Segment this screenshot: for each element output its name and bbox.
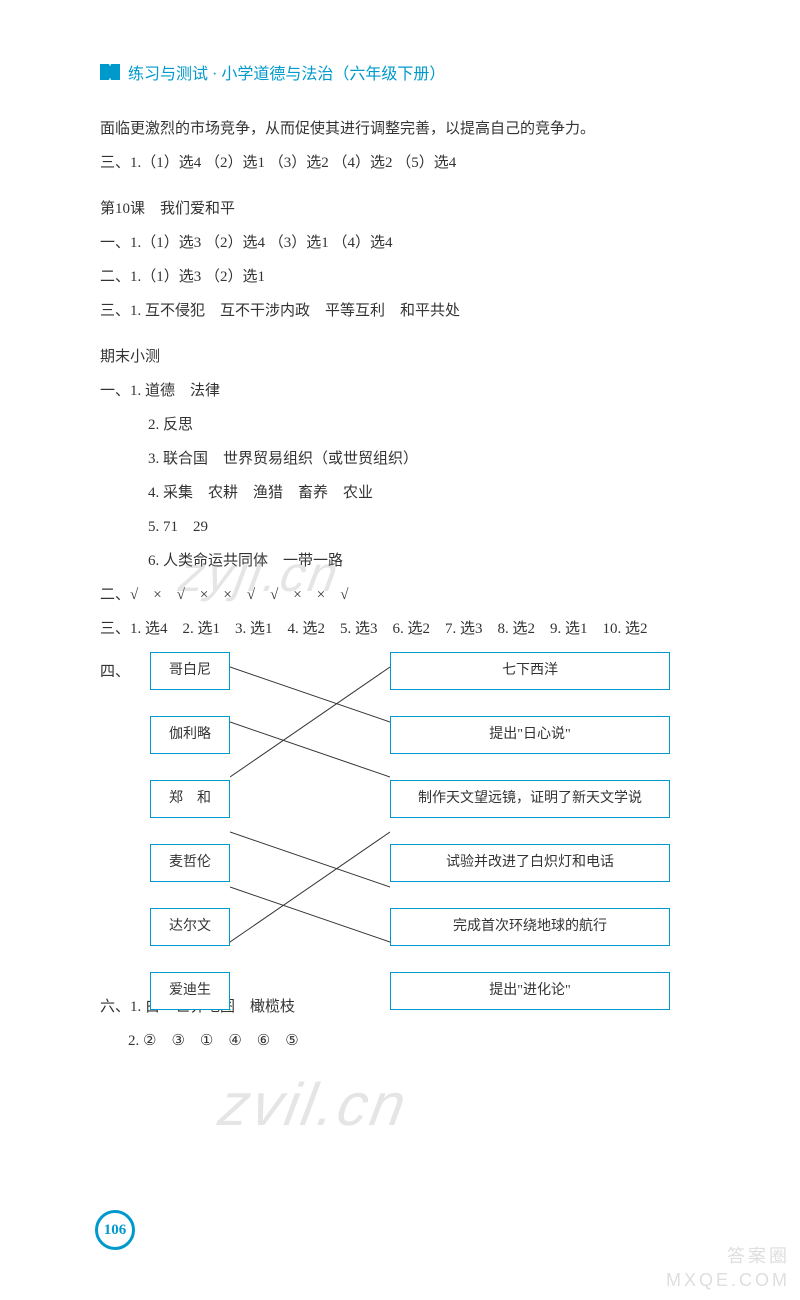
yi-6: 6. 人类命运共同体 一带一路	[100, 546, 710, 576]
er-line: 二、√ × √ × × √ √ × × √	[100, 580, 710, 610]
lesson10-title: 第10课 我们爱和平	[100, 194, 710, 224]
left-match-box: 郑 和	[150, 780, 230, 818]
left-match-box: 麦哲伦	[150, 844, 230, 882]
yi-2: 2. 反思	[100, 410, 710, 440]
intro-paragraph: 面临更激烈的市场竞争，从而促使其进行调整完善，以提高自己的竞争力。	[100, 114, 710, 144]
yi-label: 一、	[100, 383, 130, 399]
content-body: 面临更激烈的市场竞争，从而促使其进行调整完善，以提高自己的竞争力。 三、1.（1…	[100, 114, 710, 1056]
yi-5: 5. 71 29	[100, 512, 710, 542]
right-match-box: 七下西洋	[390, 652, 670, 690]
page-header: 练习与测试 · 小学道德与法治（六年级下册）	[100, 60, 710, 84]
yi-3: 3. 联合国 世界贸易组织（或世贸组织）	[100, 444, 710, 474]
lesson10-line2: 二、1.（1）选3 （2）选1	[100, 262, 710, 292]
lesson10-line3: 三、1. 互不侵犯 互不干涉内政 平等互利 和平共处	[100, 296, 710, 326]
right-match-box: 提出"进化论"	[390, 972, 670, 1010]
right-match-box: 完成首次环绕地球的航行	[390, 908, 670, 946]
san-line: 三、1. 选4 2. 选1 3. 选1 4. 选2 5. 选3 6. 选2 7.…	[100, 614, 710, 644]
right-match-box: 提出"日心说"	[390, 716, 670, 754]
matching-lines	[230, 652, 390, 992]
right-match-box: 试验并改进了白炽灯和电话	[390, 844, 670, 882]
right-match-box: 制作天文望远镜，证明了新天文学说	[390, 780, 670, 818]
yi-1: 1. 道德 法律	[130, 383, 220, 399]
corner-line2: MXQE.COM	[666, 1269, 790, 1292]
matching-section: 四、 哥白尼伽利略郑 和麦哲伦达尔文爱迪生 七下西洋提出"日心说"制作天文望远镜…	[100, 652, 710, 992]
right-boxes-container: 七下西洋提出"日心说" 制作天文望远镜，证明了新天文学说试验并改进了白炽灯和电话完…	[390, 652, 670, 1036]
left-match-box: 达尔文	[150, 908, 230, 946]
section3-answers: 三、1.（1）选4 （2）选1 （3）选2 （4）选2 （5）选4	[100, 148, 710, 178]
left-match-box: 伽利略	[150, 716, 230, 754]
corner-watermark: 答案圈 MXQE.COM	[666, 1245, 790, 1292]
si-label: 四、	[100, 657, 130, 687]
corner-line1: 答案圈	[666, 1245, 790, 1268]
header-title: 练习与测试 · 小学道德与法治（六年级下册）	[128, 60, 445, 84]
left-match-box: 哥白尼	[150, 652, 230, 690]
book-icon	[100, 64, 120, 80]
yi-line: 一、1. 道德 法律	[100, 376, 710, 406]
lesson10-line1: 一、1.（1）选3 （2）选4 （3）选1 （4）选4	[100, 228, 710, 258]
yi-4: 4. 采集 农耕 渔猎 畜养 农业	[100, 478, 710, 508]
left-boxes-container: 哥白尼伽利略郑 和麦哲伦达尔文爱迪生	[150, 652, 230, 1036]
final-test-title: 期末小测	[100, 342, 710, 372]
left-match-box: 爱迪生	[150, 972, 230, 1010]
page-number: 106	[95, 1210, 135, 1250]
